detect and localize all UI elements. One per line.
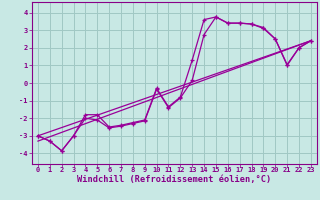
X-axis label: Windchill (Refroidissement éolien,°C): Windchill (Refroidissement éolien,°C): [77, 175, 272, 184]
